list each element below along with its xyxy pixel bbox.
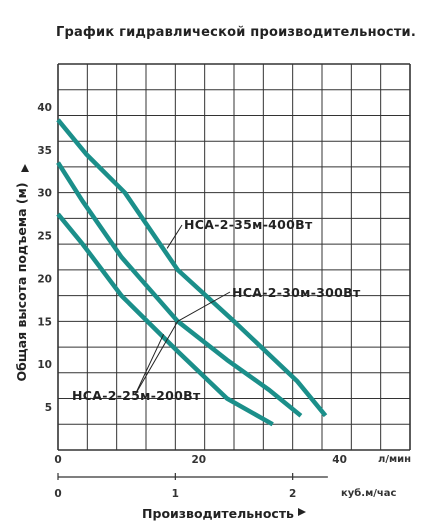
y-tick-label: 35 [37,145,52,157]
plot-grid [57,63,411,451]
x-unit-m3h: куб.м/час [341,487,397,499]
x-tick-label: 40 [332,454,347,466]
leader-line [166,224,183,249]
leader-line [177,291,231,322]
y-tick-label: 20 [37,273,52,285]
chart-title: График гидравлической производительности… [56,25,416,40]
label-leader-lines [134,224,231,396]
y-tick-label: 15 [37,316,52,328]
x-tick-label-m3h: 0 [54,488,61,500]
y-axis-ticks: 5 10 15 20 25 30 35 40 [37,102,52,414]
y-axis-label: Общая высота подъема (м) [14,182,29,381]
leader-line [134,333,165,396]
y-tick-label: 10 [37,359,52,371]
leader-line [134,321,179,396]
x-tick-label-m3h: 1 [172,488,179,500]
series-label-300w: НСА-2-30м-300Вт [232,285,361,300]
x-axis-ticks-lmin: 0 20 40 [54,454,347,466]
y-tick-label: 25 [37,231,52,243]
series-label-400w: НСА-2-35м-400Вт [184,217,313,232]
x-tick-label-m3h: 2 [289,488,296,500]
series-curves [56,118,328,427]
x-axis-ticks-m3h: 0 1 2 [54,473,328,500]
x-axis-arrow-icon [298,508,306,516]
series-label-200w: НСА-2-25м-200Вт [72,388,201,403]
y-axis-arrow-icon [21,164,29,172]
x-axis-label: Производительность [142,506,294,521]
series-line-0 [56,118,328,418]
y-tick-label: 30 [37,188,52,200]
x-unit-lmin: л/мин [378,454,411,465]
y-tick-label: 5 [45,402,52,414]
series-line-2 [56,212,274,427]
x-tick-label: 0 [54,454,61,466]
x-tick-label: 20 [191,454,206,466]
y-tick-label: 40 [37,102,52,114]
